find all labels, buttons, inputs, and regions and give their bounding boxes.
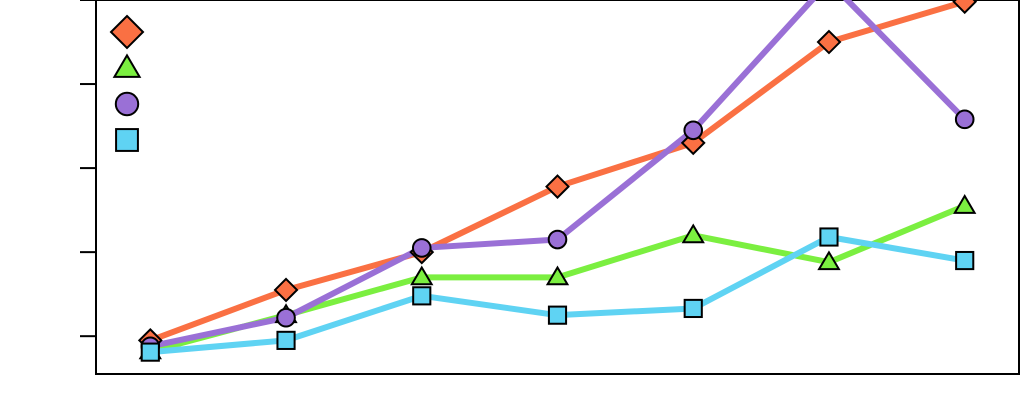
data-point-triangle-3 xyxy=(410,265,434,286)
data-point-square-2 xyxy=(276,330,296,350)
data-point-square-1 xyxy=(140,342,160,362)
data-point-diamond-2 xyxy=(273,277,299,303)
legend xyxy=(109,14,145,152)
legend-symbol-square xyxy=(115,128,139,152)
data-point-diamond-4 xyxy=(545,174,570,199)
legend-symbol-circle xyxy=(114,91,140,117)
data-point-square-3 xyxy=(412,286,432,306)
data-point-triangle-6 xyxy=(817,250,841,271)
data-point-square-6 xyxy=(819,227,839,247)
data-point-circle-3 xyxy=(411,238,432,258)
data-point-triangle-7 xyxy=(953,194,977,214)
legend-symbol-diamond xyxy=(109,14,145,50)
series-line-diamond xyxy=(147,0,968,344)
data-point-triangle-4 xyxy=(545,265,570,286)
y-axis-ticks xyxy=(80,0,96,338)
plot-frame xyxy=(95,0,1020,375)
data-point-circle-4 xyxy=(547,229,568,250)
data-point-circle-2 xyxy=(276,307,296,328)
data-point-diamond-6 xyxy=(816,29,842,55)
data-point-circle-7 xyxy=(954,109,975,130)
data-point-square-5 xyxy=(683,298,703,319)
data-point-square-7 xyxy=(955,250,975,271)
series-markers xyxy=(137,0,978,362)
data-point-diamond-7 xyxy=(952,0,978,15)
data-point-triangle-5 xyxy=(681,223,705,244)
data-point-circle-5 xyxy=(683,120,704,141)
legend-symbol-triangle xyxy=(112,53,142,78)
data-point-square-4 xyxy=(547,305,568,325)
